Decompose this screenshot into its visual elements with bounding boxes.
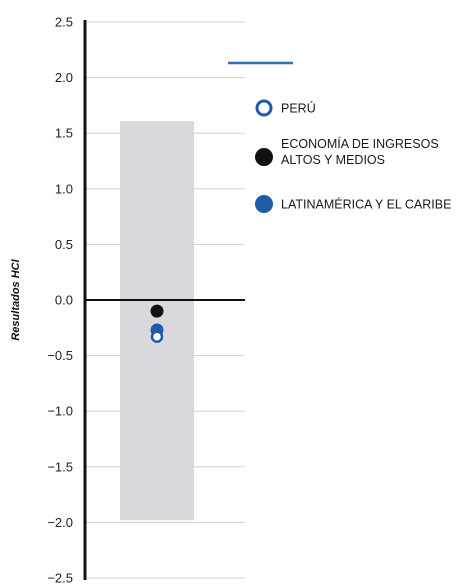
- legend-label: LATINAMÉRICA Y EL CARIBE: [281, 197, 451, 212]
- legend-marker-peru: [255, 99, 273, 117]
- y-tick-label: 0.5: [55, 237, 73, 252]
- y-tick-label: −2.5: [47, 571, 73, 586]
- y-tick-label: 2.5: [55, 15, 73, 30]
- y-tick-label: 2.0: [55, 70, 73, 85]
- y-tick-label: 1.0: [55, 181, 73, 196]
- legend-marker-latam-caribbean: [255, 195, 273, 213]
- axes: [83, 20, 245, 580]
- y-tick-label: −2.0: [47, 515, 73, 530]
- y-tick-label: −0.5: [47, 348, 73, 363]
- y-tick-label: −1.5: [47, 459, 73, 474]
- data-point-high-middle-income: [150, 304, 164, 318]
- legend-label: PERÚ: [281, 101, 316, 116]
- y-axis-label: Resultados HCI: [10, 258, 22, 340]
- data-point-peru: [150, 330, 164, 343]
- legend-label: ECONOMÍA DE INGRESOS: [281, 136, 439, 151]
- y-tick-labels: 2.5 2.0 1.5 1.0 0.5 0.0 −0.5 −1.0 −1.5 −2.0 −2.5: [47, 15, 73, 586]
- legend: PERÚ ECONOMÍA DE INGRESOS ALTOS Y MEDIOS LA…: [228, 61, 451, 213]
- legend-label: ALTOS Y MEDIOS: [281, 153, 385, 167]
- y-tick-label: −1.0: [47, 404, 73, 419]
- y-tick-label: 0.0: [55, 293, 73, 308]
- legend-marker-high-middle-income: [255, 148, 273, 166]
- range-band: [120, 120, 194, 521]
- y-tick-label: 1.5: [55, 126, 73, 141]
- data-points: [150, 304, 164, 343]
